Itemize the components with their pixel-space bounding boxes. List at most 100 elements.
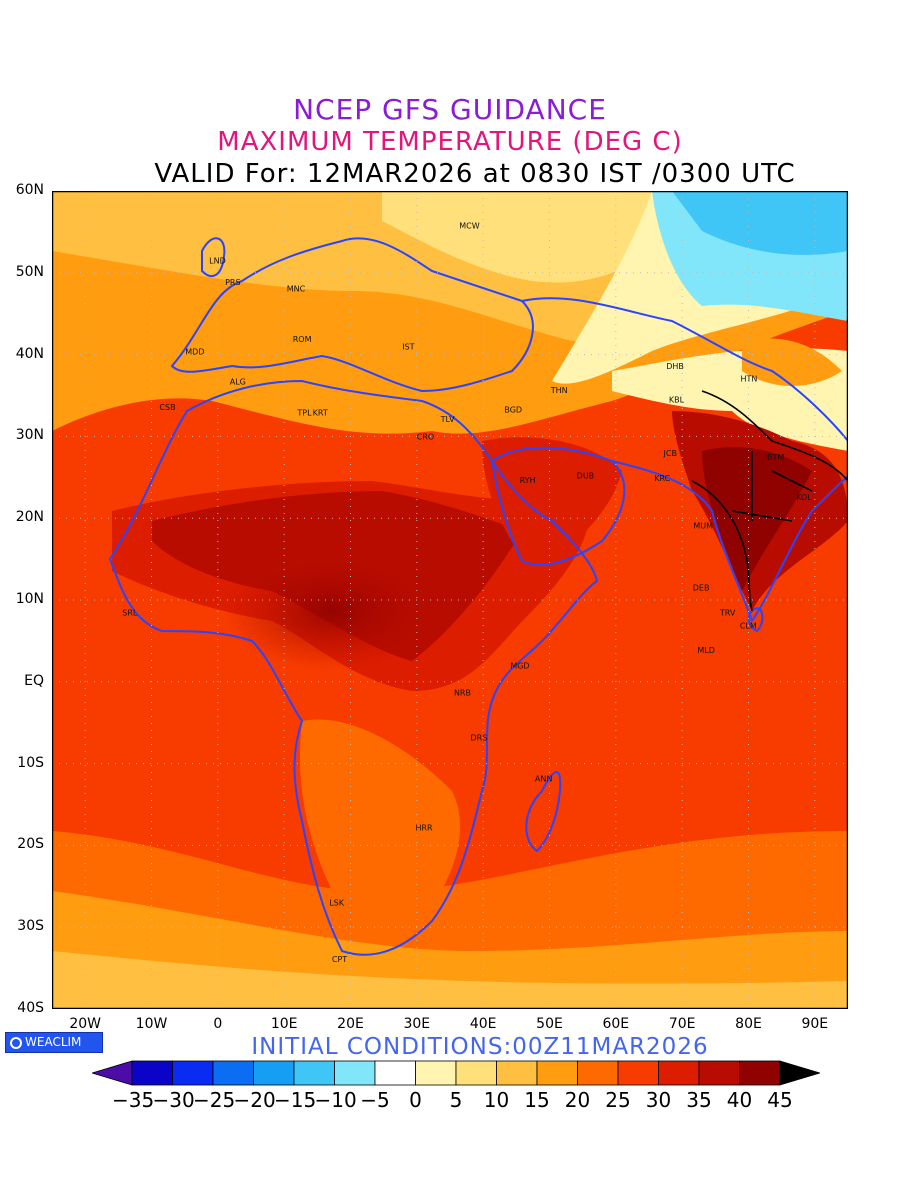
city-label: SRL [122, 608, 138, 617]
temperature-map: MCW LND PRS MNC ROM MDD IST ALG CSB TPL KRT TLV CRO B… [52, 191, 848, 1009]
colorbar-tick-label: −15 [274, 1088, 317, 1112]
city-label: KRT [313, 409, 328, 418]
city-label: ROM [293, 335, 312, 344]
colorbar-swatch [253, 1060, 295, 1086]
colorbar-tick-label: 40 [726, 1088, 753, 1112]
city-label: MLD [697, 646, 715, 655]
city-label: MDD [185, 347, 204, 356]
colorbar-swatch [374, 1060, 416, 1086]
city-label: DRS [471, 733, 488, 742]
city-label: TLV [440, 415, 455, 424]
colorbar-tick-label: −20 [233, 1088, 276, 1112]
colorbar-tick-label: −25 [193, 1088, 236, 1112]
map-frame [52, 191, 848, 1009]
city-label: MCW [459, 221, 479, 230]
lat-label: 40N [15, 345, 44, 362]
lat-label: 10N [15, 591, 44, 607]
city-label: HTN [741, 374, 758, 383]
city-label: KBL [669, 396, 685, 405]
city-labels: MCW LND PRS MNC ROM MDD IST ALG CSB TPL KRT TLV CRO B… [122, 221, 812, 964]
colorbar-tick-label: 20 [564, 1088, 591, 1112]
colorbar-swatch [172, 1060, 214, 1086]
city-label: LSK [329, 899, 345, 908]
lat-label: 20S [17, 836, 44, 853]
city-label: BTM [767, 453, 784, 462]
city-label: KRC [654, 474, 670, 483]
lon-label: 40E [469, 1016, 497, 1032]
title-line-3: VALID For: 12MAR2026 at 0830 IST /0300 U… [154, 159, 796, 189]
lat-label: EQ [24, 672, 44, 689]
colorbar-tick-label: 0 [409, 1088, 422, 1112]
colorbar-swatch [131, 1060, 173, 1086]
city-label: HRR [415, 823, 433, 832]
city-label: CRO [417, 432, 434, 441]
lat-label: 50N [15, 263, 44, 280]
colorbar-low-triangle [92, 1060, 133, 1086]
lon-label: 30E [403, 1016, 431, 1032]
city-label: RYH [520, 476, 536, 485]
lat-label: 40S [17, 1000, 44, 1016]
city-label: LND [209, 257, 226, 266]
india-borders [691, 390, 848, 612]
lon-label: 10E [270, 1016, 298, 1032]
city-label: MGD [510, 661, 529, 670]
lon-label: 20E [337, 1016, 364, 1032]
logo-text: WEACLIM [25, 1035, 82, 1049]
lon-label: 60E [602, 1016, 630, 1032]
colorbar-swatch [698, 1060, 740, 1086]
colorbar-swatch [577, 1060, 619, 1086]
city-label: BGD [504, 405, 522, 414]
city-label: DHB [666, 362, 684, 371]
colorbar-tick-label: 25 [605, 1088, 631, 1112]
colorbar-swatch [293, 1060, 335, 1086]
colorbar-swatch [658, 1060, 700, 1086]
colorbar-swatch [415, 1060, 457, 1086]
city-label: CSB [159, 403, 175, 412]
city-label: KOL [796, 493, 812, 502]
lon-label: 80E [735, 1016, 762, 1032]
initial-conditions-label: INITIAL CONDITIONS:00Z11MAR2026 [251, 1034, 709, 1060]
city-label: NRB [454, 688, 471, 697]
title-line-1: NCEP GFS GUIDANCE [293, 93, 607, 126]
city-label: DUB [577, 472, 595, 481]
colorbar-tick-label: −10 [314, 1088, 357, 1112]
temperature-field [52, 191, 848, 1009]
city-label: MNC [287, 284, 306, 293]
city-label: ANN [535, 774, 552, 783]
city-label: JCB [663, 449, 677, 458]
city-label: CLM [740, 621, 757, 630]
colorbar-tick-label: 35 [686, 1088, 712, 1112]
coastlines [109, 237, 848, 956]
city-label: TRV [719, 608, 736, 617]
colorbar-tick-label: −30 [152, 1088, 195, 1112]
logo-circle-icon [10, 1037, 22, 1049]
colorbar-tick-label: 10 [483, 1088, 510, 1112]
colorbar-high-triangle [779, 1060, 820, 1086]
colorbar-swatch [455, 1060, 497, 1086]
city-label: DEB [693, 584, 710, 593]
colorbar-swatch [334, 1060, 376, 1086]
weaclim-logo: WEACLIM [5, 1032, 103, 1053]
lat-label: 30S [17, 918, 44, 935]
lon-label: 10W [135, 1016, 168, 1032]
lat-label: 60N [15, 182, 44, 198]
city-label: MUM [693, 522, 713, 531]
colorbar-swatch [617, 1060, 659, 1086]
colorbar-swatch [536, 1060, 578, 1086]
lon-label: 50E [536, 1016, 563, 1032]
title-line-2: MAXIMUM TEMPERATURE (DEG C) [217, 127, 683, 157]
city-label: THN [550, 386, 568, 395]
colorbar-tick-label: 5 [449, 1088, 463, 1112]
lon-label: 20W [69, 1016, 101, 1032]
lat-label: 10S [17, 754, 44, 771]
city-label: IST [402, 342, 414, 351]
colorbar-tick-label: −5 [360, 1088, 390, 1112]
colorbar-tick-label: −35 [112, 1088, 155, 1112]
lat-label: 20N [15, 509, 44, 526]
colorbar-tick-label: 45 [767, 1088, 793, 1112]
lon-label: 90E [801, 1016, 829, 1032]
colorbar-tick-label: 15 [524, 1088, 550, 1112]
city-label: PRS [225, 278, 240, 287]
color-bar [92, 1060, 820, 1086]
city-label: TPL [296, 409, 312, 418]
